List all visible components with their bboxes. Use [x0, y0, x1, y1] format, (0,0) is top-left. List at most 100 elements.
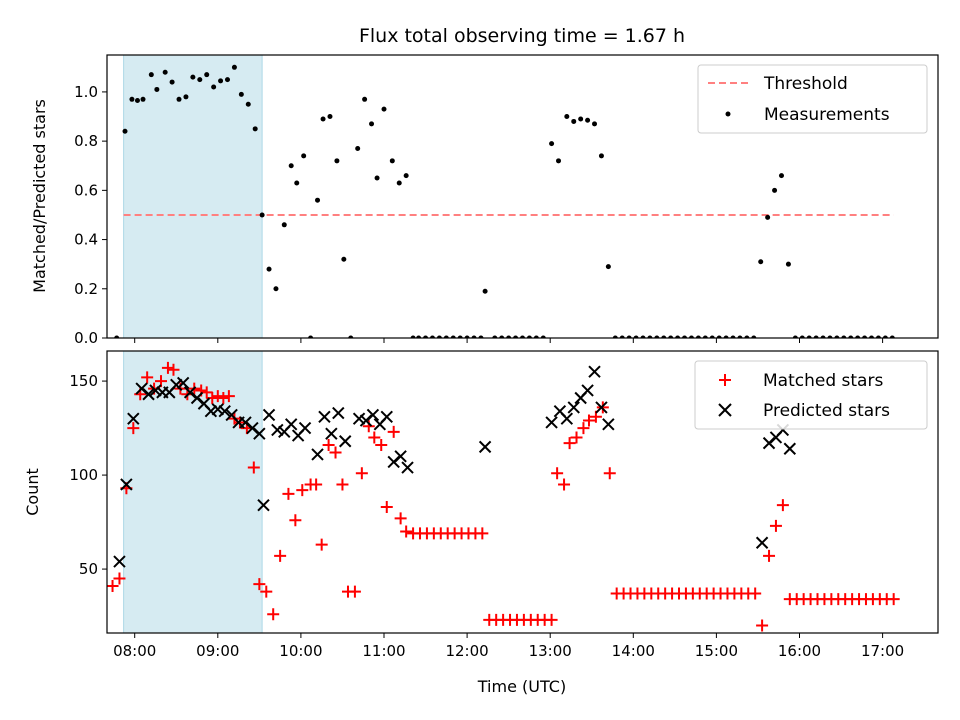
matched-stars-point	[267, 608, 280, 621]
shaded-region	[123, 351, 263, 633]
predicted-stars-point	[478, 440, 492, 454]
predicted-stars-point	[257, 498, 270, 512]
predicted-stars-point	[560, 412, 574, 425]
predicted-stars-point	[170, 378, 183, 392]
measurement-point	[140, 96, 146, 102]
y-tick-label: 1.0	[74, 83, 98, 101]
matched-stars-point	[563, 437, 576, 450]
predicted-stars-point	[545, 416, 558, 429]
y-tick-label: 150	[69, 372, 98, 390]
measurement-point	[654, 335, 660, 338]
x-tick-label: 13:00	[529, 642, 572, 660]
predicted-stars-point	[380, 410, 393, 424]
predicted-stars-point	[113, 555, 126, 568]
matched-stars-point	[603, 467, 616, 480]
measurement-point	[301, 153, 307, 159]
matched-stars-point	[211, 390, 224, 403]
measurement-point	[605, 264, 611, 270]
measurement-point	[389, 158, 395, 164]
matched-stars-point	[222, 390, 235, 403]
predicted-stars-point	[783, 442, 797, 455]
measurement-point	[478, 335, 484, 338]
measurement-point	[492, 335, 498, 338]
matched-stars-point	[582, 414, 595, 427]
measurement-point	[882, 335, 888, 338]
measurement-point	[294, 180, 300, 186]
measurement-point	[592, 121, 598, 127]
x-tick-label: 08:00	[113, 642, 156, 660]
measurement-point	[578, 116, 584, 122]
matched-stars-point	[368, 431, 381, 444]
measurement-point	[799, 335, 805, 338]
measurement-point	[785, 261, 791, 267]
measurement-point	[410, 335, 416, 338]
measurement-point	[224, 77, 230, 83]
measurement-point	[471, 335, 477, 338]
measurement-point	[464, 335, 470, 338]
measurement-point	[348, 335, 354, 338]
matched-stars-point	[113, 572, 126, 585]
matched-stars-point	[387, 425, 400, 438]
matched-stars-point	[127, 422, 140, 435]
measurement-point	[647, 335, 653, 338]
measurement-point	[416, 335, 422, 338]
matched-stars-point	[282, 487, 295, 500]
ratio-panel: 0.0 0.2 0.4 0.6 0.8 1.0 Matched/Predicted sta…	[30, 54, 939, 347]
measurement-point	[436, 335, 442, 338]
matched-stars-point	[253, 578, 266, 591]
measurement-point	[675, 335, 681, 338]
measurement-point	[585, 117, 591, 123]
predicted-stars-point	[755, 536, 769, 549]
matched-stars-point	[167, 363, 180, 376]
measurement-point	[169, 79, 175, 85]
measurement-point	[820, 335, 826, 338]
y-tick-label: 100	[69, 466, 98, 484]
predicted-stars-point	[595, 401, 608, 414]
matched-stars-point	[763, 549, 776, 562]
matched-stars-point	[141, 371, 154, 384]
y-tick-label: 0.8	[74, 132, 98, 150]
measurement-point	[273, 286, 279, 292]
legend-predicted-swatch	[718, 403, 732, 417]
measurement-point	[841, 335, 847, 338]
matched-stars-point	[476, 527, 489, 540]
measurement-point	[176, 96, 182, 102]
matched-stars-point	[247, 461, 260, 474]
measurement-point	[709, 335, 715, 338]
measurement-point	[506, 335, 512, 338]
measurement-point	[252, 126, 258, 132]
legend-measurements-swatch	[725, 111, 731, 117]
measurement-point	[341, 256, 347, 262]
measurement-point	[533, 335, 539, 338]
matched-stars-point	[887, 593, 900, 606]
measurement-point	[266, 266, 272, 272]
x-tick-label: 09:00	[196, 642, 239, 660]
matched-stars-point	[570, 431, 583, 444]
measurement-point	[362, 96, 368, 102]
measurement-point	[197, 77, 203, 83]
measurement-point	[564, 114, 570, 120]
matched-stars-point	[545, 613, 558, 626]
bottom-axes-frame	[106, 350, 939, 634]
matched-stars-point	[296, 484, 309, 497]
measurement-point	[540, 335, 546, 338]
measurement-point	[281, 222, 287, 228]
matched-stars-point	[769, 519, 782, 532]
y-tick-label: 0.6	[74, 181, 98, 199]
legend-threshold-label: Threshold	[763, 74, 848, 94]
measurement-point	[114, 335, 120, 338]
predicted-stars-point	[352, 412, 366, 425]
measurement-point	[526, 335, 532, 338]
predicted-stars-point	[149, 384, 162, 397]
x-tick-label: 17:00	[861, 642, 904, 660]
measurement-point	[827, 335, 833, 338]
measurement-point	[848, 335, 854, 338]
predicted-stars-point	[298, 421, 312, 435]
predicted-stars-point	[253, 427, 266, 440]
measurement-point	[875, 335, 881, 338]
measurement-point	[682, 335, 688, 338]
measurement-point	[374, 175, 380, 181]
x-axis-label: Time (UTC)	[477, 677, 566, 696]
matched-stars-point	[551, 467, 564, 480]
